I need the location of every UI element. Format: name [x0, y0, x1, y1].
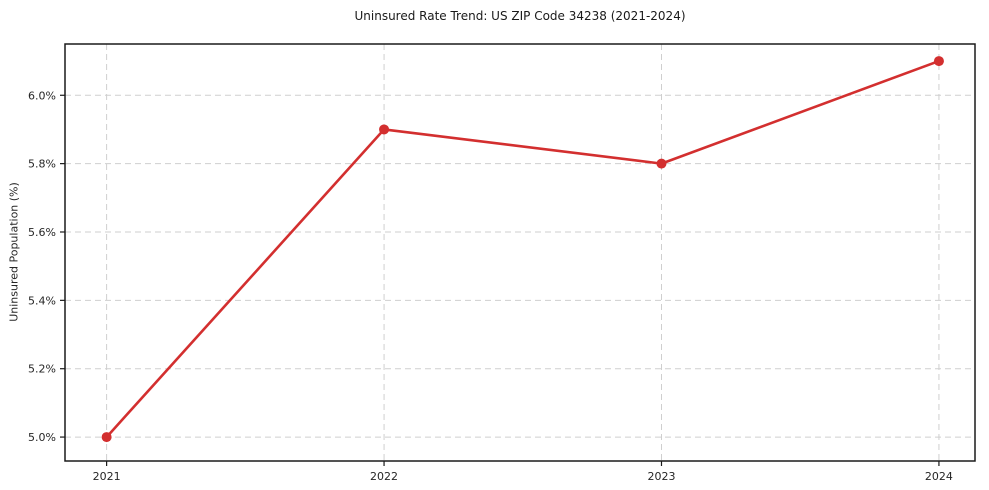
trend-line: [105, 59, 941, 439]
x-tick-label: 2022: [370, 470, 398, 483]
plot-border: [64, 43, 976, 462]
x-tick-label: 2023: [647, 470, 675, 483]
y-axis-label: Uninsured Population (%): [7, 182, 21, 322]
x-tick-label: 2021: [93, 470, 121, 483]
y-tick-label: 5.4%: [28, 294, 56, 307]
data-point: [933, 56, 944, 67]
y-tick-label: 5.0%: [28, 431, 56, 444]
y-tick-label: 6.0%: [28, 89, 56, 102]
data-point: [379, 124, 390, 135]
data-point: [101, 432, 112, 443]
plot-background: [65, 44, 975, 461]
y-tick-label: 5.8%: [28, 158, 56, 171]
x-tick-label: 2024: [925, 470, 953, 483]
y-tick-label: 5.6%: [28, 226, 56, 239]
data-point: [656, 158, 667, 169]
y-tick-label: 5.2%: [28, 363, 56, 376]
chart-title: Uninsured Rate Trend: US ZIP Code 34238 …: [354, 9, 686, 23]
